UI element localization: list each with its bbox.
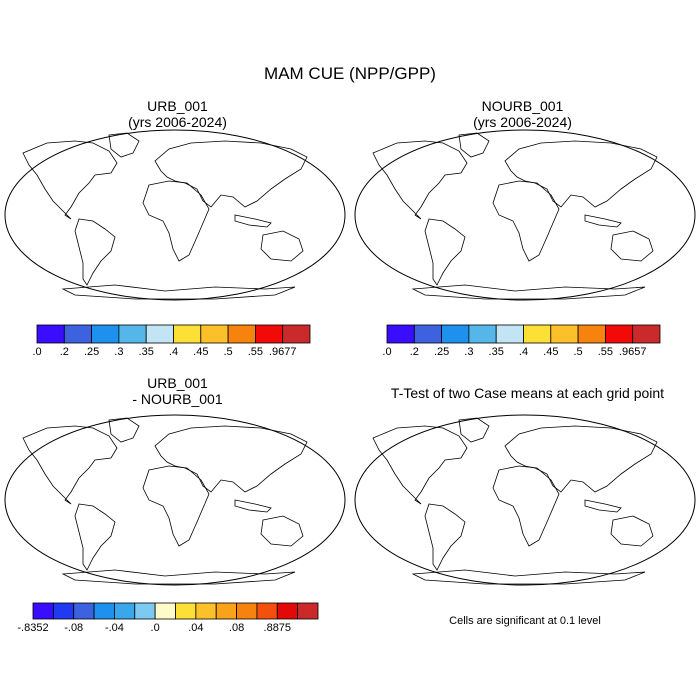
colorbar-tick-label: .9677 [268, 346, 297, 358]
colorbar-swatch [236, 602, 258, 620]
urb-panel-title: URB_001 (yrs 2006-2024) [128, 98, 227, 130]
colorbar-tick-label: .2 [409, 346, 419, 358]
urb-colorbar [36, 324, 311, 344]
colorbar-swatch [215, 602, 237, 620]
colorbar-tick-label: .0 [32, 346, 42, 358]
diff-colorbar [32, 602, 319, 620]
colorbar-swatch [195, 602, 217, 620]
ttest-panel-title: T-Test of two Case means at each grid po… [390, 385, 665, 401]
colorbar-tick-label: .0 [150, 622, 160, 634]
colorbar-swatch [93, 602, 115, 620]
colorbar-swatch [254, 324, 284, 344]
urb-map [4, 129, 346, 301]
nourb-panel-title: NOURB_001 (yrs 2006-2024) [473, 98, 572, 130]
colorbar-swatch [175, 602, 197, 620]
colorbar-swatch [145, 324, 174, 344]
colorbar-tick-label: .35 [488, 346, 504, 358]
colorbar-swatch [297, 602, 319, 620]
colorbar-tick-label: .25 [433, 346, 450, 358]
colorbar-swatch [154, 602, 176, 620]
colorbar-tick-label: .04 [188, 622, 204, 634]
colorbar-swatch [386, 324, 415, 344]
colorbar-tick-label: .08 [228, 622, 245, 634]
colorbar-tick-label: .0 [382, 346, 392, 358]
colorbar-tick-label: .45 [543, 346, 559, 358]
colorbar-tick-label: .3 [114, 346, 124, 358]
nourb-colorbar [386, 324, 661, 344]
colorbar-tick-label: .8875 [263, 622, 292, 634]
colorbar-swatch [256, 602, 278, 620]
colorbar-tick-label: .5 [223, 346, 233, 358]
colorbar-swatch [632, 324, 661, 344]
ttest-map [354, 414, 696, 586]
colorbar-tick-label: .4 [168, 346, 179, 358]
colorbar-tick-label: .4 [518, 346, 529, 358]
colorbar-tick-label: .3 [464, 346, 474, 358]
colorbar-swatch [63, 324, 93, 344]
colorbar-tick-label: .9657 [618, 346, 647, 358]
colorbar-swatch [413, 324, 442, 344]
colorbar-swatch [605, 324, 634, 344]
colorbar-swatch [52, 602, 75, 620]
significance-note: Cells are significant at 0.1 level [449, 615, 601, 627]
colorbar-swatch [227, 324, 256, 344]
colorbar-swatch [173, 324, 202, 344]
figure-title: MAM CUE (NPP/GPP) [264, 64, 436, 83]
colorbar-tick-label: .2 [59, 346, 69, 358]
colorbar-tick-label: .55 [597, 346, 614, 358]
colorbar-swatch [134, 602, 156, 620]
colorbar-tick-label: .35 [138, 346, 154, 358]
colorbar-swatch [114, 602, 136, 620]
colorbar-tick-label: -.8352 [17, 622, 49, 634]
colorbar-swatch [495, 324, 524, 344]
colorbar-swatch [32, 602, 54, 620]
colorbar-swatch [550, 324, 579, 344]
colorbar-tick-label: .55 [247, 346, 264, 358]
nourb-map [354, 129, 696, 301]
colorbar-swatch [200, 324, 229, 344]
diff-map [4, 414, 346, 586]
colorbar-tick-label: .45 [193, 346, 209, 358]
diff-panel-title: URB_001 - NOURB_001 [132, 375, 223, 407]
colorbar-tick-label: .25 [83, 346, 100, 358]
colorbar-swatch [276, 602, 299, 620]
colorbar-swatch [73, 602, 95, 620]
colorbar-swatch [91, 324, 120, 344]
colorbar-tick-label: .5 [573, 346, 583, 358]
colorbar-swatch [36, 324, 65, 344]
colorbar-swatch [523, 324, 552, 344]
colorbar-swatch [577, 324, 606, 344]
colorbar-tick-label: -.08 [64, 622, 84, 634]
colorbar-swatch [441, 324, 470, 344]
colorbar-tick-label: -.04 [104, 622, 124, 634]
colorbar-swatch [468, 324, 497, 344]
colorbar-swatch [118, 324, 147, 344]
colorbar-swatch [282, 324, 311, 344]
